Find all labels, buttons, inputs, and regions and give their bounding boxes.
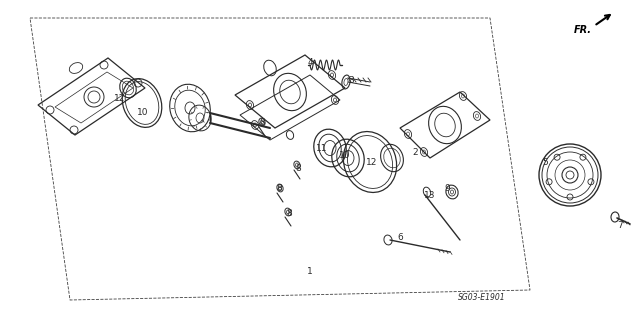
Text: FR.: FR. <box>574 25 592 35</box>
Text: 7: 7 <box>617 220 623 229</box>
Text: 1: 1 <box>307 268 313 276</box>
Text: 12: 12 <box>366 157 378 166</box>
Text: 10: 10 <box>339 150 351 159</box>
Text: 8: 8 <box>276 183 282 193</box>
Text: 8: 8 <box>295 164 301 172</box>
Text: 3: 3 <box>348 76 354 84</box>
Text: 6: 6 <box>397 233 403 242</box>
Text: SG03-E1901: SG03-E1901 <box>458 293 505 302</box>
Text: 2: 2 <box>412 148 418 156</box>
Text: 12: 12 <box>114 93 126 102</box>
Text: 9: 9 <box>444 183 450 193</box>
Text: 4: 4 <box>307 58 313 67</box>
Text: 13: 13 <box>424 190 436 199</box>
Text: 10: 10 <box>137 108 149 116</box>
Text: 8: 8 <box>286 209 292 218</box>
Text: 11: 11 <box>316 143 328 153</box>
Text: 8: 8 <box>259 117 265 126</box>
Text: 5: 5 <box>542 157 548 166</box>
